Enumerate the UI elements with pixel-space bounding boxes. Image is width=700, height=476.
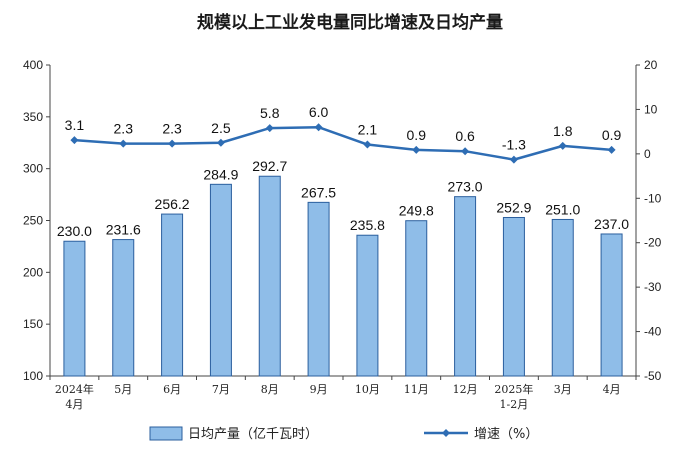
y-left-tick-label: 250 xyxy=(23,214,43,228)
y-left-tick-label: 400 xyxy=(23,58,43,72)
y-left-tick-label: 300 xyxy=(23,162,43,176)
bar xyxy=(356,234,379,377)
growth-point xyxy=(265,124,274,133)
growth-value-label: 6.0 xyxy=(309,104,329,120)
bar xyxy=(454,196,477,377)
growth-value-label: 2.3 xyxy=(114,121,134,137)
growth-point xyxy=(607,145,616,154)
y-left-tick-label: 100 xyxy=(23,369,43,383)
growth-value-label: 0.9 xyxy=(407,127,427,143)
x-tick-label: 4月 xyxy=(65,398,83,411)
y-left-tick-label: 200 xyxy=(23,265,43,279)
growth-point xyxy=(558,141,567,150)
bar-value-label: 237.0 xyxy=(594,216,629,232)
bar-value-label: 251.0 xyxy=(545,201,580,217)
y-right-tick-label: -10 xyxy=(644,191,662,205)
growth-point xyxy=(119,139,128,148)
y-right-tick-label: -20 xyxy=(644,236,662,250)
x-tick-label: 8月 xyxy=(261,383,279,396)
bar xyxy=(551,218,574,377)
y-right-tick-label: 0 xyxy=(644,147,651,161)
legend: 日均产量（亿千瓦时） 增速（%） xyxy=(149,426,538,442)
x-tick-label: 7月 xyxy=(212,383,230,396)
growth-value-label: 1.8 xyxy=(553,123,573,139)
bar xyxy=(307,201,330,377)
growth-point xyxy=(168,139,177,148)
growth-value-label: 2.3 xyxy=(162,121,182,137)
growth-value-label: 0.9 xyxy=(602,127,622,143)
bar xyxy=(258,175,281,377)
line-group xyxy=(70,123,616,164)
x-tick-label: 12月 xyxy=(453,383,478,396)
y-right-tick-label: 10 xyxy=(644,102,658,116)
x-tick-label: 11月 xyxy=(404,383,429,396)
growth-point xyxy=(509,155,518,164)
growth-value-label: 2.1 xyxy=(358,122,378,138)
bar-value-label: 292.7 xyxy=(252,158,287,174)
y-left-tick-label: 350 xyxy=(23,110,43,124)
bar-value-label: 249.8 xyxy=(399,203,434,219)
y-left-tick-label: 150 xyxy=(23,317,43,331)
x-tick-label: 6月 xyxy=(163,383,181,396)
bar xyxy=(209,183,232,377)
x-tick-label: 2025年 xyxy=(494,382,533,396)
bar-value-label: 284.9 xyxy=(203,166,238,182)
bar-value-label: 273.0 xyxy=(448,179,483,195)
y-right-tick-label: -40 xyxy=(644,325,662,339)
legend-line-label: 增速（%） xyxy=(474,427,538,442)
x-tick-label: 3月 xyxy=(554,383,572,396)
growth-point xyxy=(363,140,372,149)
x-tick-label: 2024年 xyxy=(55,382,94,396)
growth-line xyxy=(74,125,612,161)
bar xyxy=(600,233,623,377)
growth-point xyxy=(412,145,421,154)
legend-bar-swatch xyxy=(149,426,183,441)
growth-point xyxy=(216,138,225,147)
y-right-tick-label: 20 xyxy=(644,58,658,72)
growth-point xyxy=(461,147,470,156)
growth-value-label: 2.5 xyxy=(211,120,231,136)
growth-value-label: -1.3 xyxy=(502,137,526,153)
bar xyxy=(161,213,184,377)
bars-group xyxy=(63,175,623,377)
bar-value-label: 256.2 xyxy=(155,196,190,212)
legend-line-marker xyxy=(442,429,450,437)
bar-value-label: 235.8 xyxy=(350,217,385,233)
bar-value-label: 267.5 xyxy=(301,184,336,200)
growth-point xyxy=(70,136,79,145)
axes-group: 100 150 200 250 300 350 400 -50 -40 -30 -20 -10 0 10 2… xyxy=(23,58,662,411)
bar-value-label: 230.0 xyxy=(57,223,92,239)
growth-point xyxy=(314,123,323,132)
growth-value-label: 5.8 xyxy=(260,105,280,121)
x-tick-label: 5月 xyxy=(114,383,132,396)
bar-value-label: 252.9 xyxy=(496,199,531,215)
legend-bar-label: 日均产量（亿千瓦时） xyxy=(188,427,318,442)
y-right-tick-label: -50 xyxy=(644,369,662,383)
bar xyxy=(112,239,135,377)
x-tick-label: 9月 xyxy=(310,383,328,396)
growth-value-label: 3.1 xyxy=(65,117,85,133)
chart-title: 规模以上工业发电量同比增速及日均产量 xyxy=(197,13,503,33)
x-tick-label: 4月 xyxy=(603,383,621,396)
bar-value-label: 231.6 xyxy=(106,222,141,238)
bar xyxy=(502,216,525,377)
bar xyxy=(405,220,428,377)
y-right-tick-label: -30 xyxy=(644,280,662,294)
x-tick-label: 10月 xyxy=(355,383,380,396)
x-tick-label: 1-2月 xyxy=(500,398,529,411)
data-labels-group: 230.0 231.6 256.2 284.9 292.7 267.5 235.8 249.8… xyxy=(57,104,629,239)
bar xyxy=(63,240,86,377)
growth-value-label: 0.6 xyxy=(455,128,475,144)
